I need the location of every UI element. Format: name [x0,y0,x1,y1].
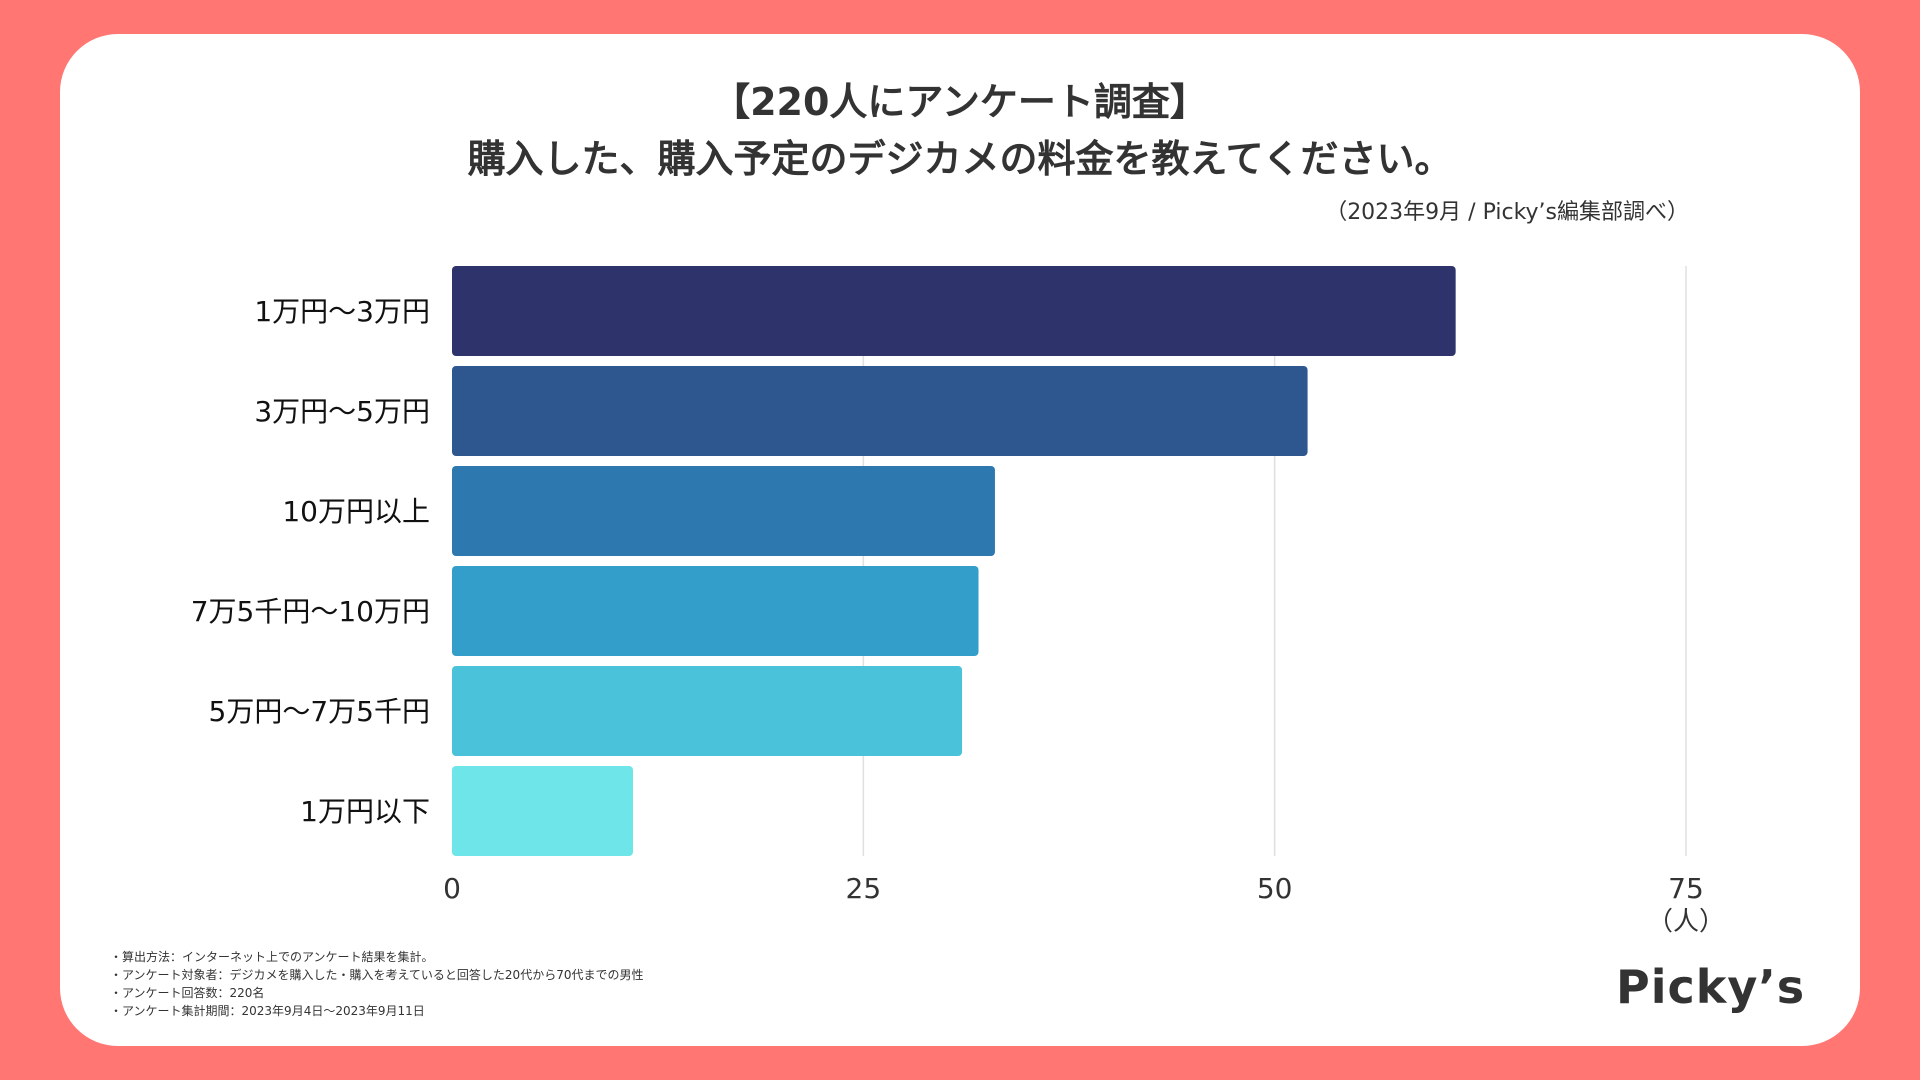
x-tick-label: 50 [1257,872,1293,905]
category-label: 10万円以上 [282,495,430,528]
footnote-count: ・アンケート回答数：220名 [110,986,265,1000]
x-axis-unit: （人） [1647,907,1725,937]
footnote-method: ・算出方法：インターネット上でのアンケート結果を集計。 [110,950,434,964]
brand-logo: Picky’s [1616,960,1806,1014]
bars [452,266,1456,856]
category-label: 1万円以下 [300,795,430,828]
footnote-period: ・アンケート集計期間：2023年9月4日〜2023年9月11日 [110,1004,425,1018]
bar [452,466,995,556]
x-tick-label: 75 [1668,872,1704,905]
category-label: 1万円〜3万円 [254,295,430,328]
bar [452,666,963,756]
category-labels: 1万円〜3万円 3万円〜5万円 10万円以上 7万5千円〜10万円 5万円〜7万5千円 1… [191,295,430,828]
bar [452,566,979,656]
gridlines [862,266,1687,856]
x-tick-label: 0 [443,872,461,905]
bar [452,366,1308,456]
x-tick-label: 25 [846,872,882,905]
category-label: 3万円〜5万円 [254,395,430,428]
footnotes: ・算出方法：インターネット上でのアンケート結果を集計。 ・アンケート対象者：デジ… [110,948,643,1020]
chart-title-line2: 購入した、購入予定のデジカメの料金を教えてください。 [467,137,1453,181]
x-axis-ticks: 0 25 50 75（人） [443,872,1725,937]
bar [452,766,633,856]
chart-source: （2023年9月 / Picky’s編集部調べ） [1325,200,1689,225]
category-label: 7万5千円〜10万円 [191,595,430,628]
footnote-target: ・アンケート対象者：デジカメを購入した・購入を考えていると回答した20代から70… [110,968,644,982]
chart-title-line1: 【220人にアンケート調査】 [712,80,1208,124]
category-label: 5万円〜7万5千円 [209,695,430,728]
bar [452,266,1456,356]
